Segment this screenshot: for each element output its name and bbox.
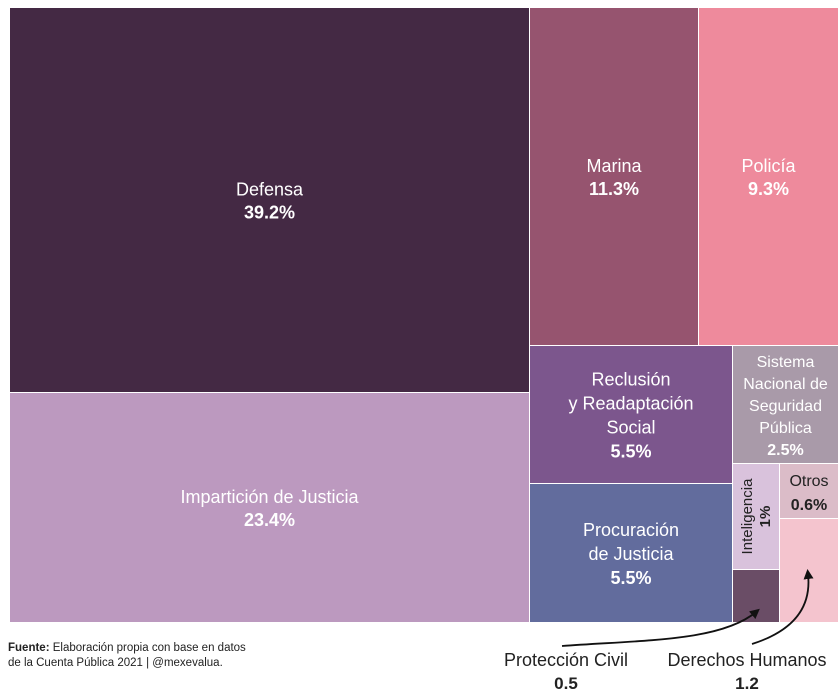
treemap-cell-sistema-nacional-de-seguridad-publica xyxy=(733,346,838,463)
cell-value-imparticion-de-justicia: 23.4% xyxy=(244,510,295,530)
callout-arrow-proteccion-civil xyxy=(561,608,760,647)
cell-label-group-inteligencia: Inteligencia 1% xyxy=(739,478,774,555)
cell-value-inteligencia: 1% xyxy=(757,506,774,528)
source-line-2: de la Cuenta Pública 2021 | @mexevalua. xyxy=(8,657,223,669)
treemap-cell-defensa xyxy=(10,8,529,392)
cell-label-sistema-nacional-de-seguridad-publica-line-4: Pública xyxy=(759,420,812,437)
cell-label-defensa: Defensa xyxy=(236,179,304,199)
cell-label-sistema-nacional-de-seguridad-publica-line-2: Nacional de xyxy=(743,376,828,393)
treemap-cell-proteccion-civil xyxy=(733,570,779,622)
cell-label-procuracion-de-justicia-line-2: de Justicia xyxy=(588,544,674,564)
cell-label-reclusion-y-readaptacion-social-line-3: Social xyxy=(606,418,655,438)
treemap-cell-inteligencia xyxy=(733,464,779,569)
callout-label-derechos-humanos: Derechos Humanos xyxy=(667,650,826,670)
cell-value-sistema-nacional-de-seguridad-publica: 2.5% xyxy=(767,442,803,459)
cell-label-inteligencia: Inteligencia xyxy=(739,478,756,555)
callout-value-proteccion-civil: 0.5 xyxy=(554,674,578,691)
source-note: Fuente: Elaboración propia con base en d… xyxy=(8,641,246,671)
treemap-cell-procuracion-de-justicia xyxy=(530,484,732,622)
treemap-cell-reclusion-y-readaptacion-social xyxy=(530,346,732,483)
treemap-cell-otros xyxy=(780,464,838,518)
cell-label-sistema-nacional-de-seguridad-publica-line-1: Sistema xyxy=(757,354,815,371)
cell-label-policia: Policía xyxy=(741,156,796,176)
treemap-cell-marina xyxy=(530,8,698,345)
treemap-cell-policia xyxy=(699,8,838,345)
cell-label-procuracion-de-justicia-line-1: Procuración xyxy=(583,520,679,540)
cell-label-reclusion-y-readaptacion-social-line-2: y Readaptación xyxy=(568,394,693,414)
source-prefix: Fuente: xyxy=(8,642,50,654)
cell-value-procuracion-de-justicia: 5.5% xyxy=(610,568,651,588)
treemap-cell-derechos-humanos xyxy=(780,519,838,622)
cell-label-marina: Marina xyxy=(586,156,642,176)
cell-label-sistema-nacional-de-seguridad-publica-line-3: Seguridad xyxy=(749,398,822,415)
cell-value-policia: 9.3% xyxy=(748,179,789,199)
callout-label-proteccion-civil: Protección Civil xyxy=(504,650,628,670)
source-line-1: Elaboración propia con base en datos xyxy=(49,642,246,654)
cell-label-reclusion-y-readaptacion-social-line-1: Reclusión xyxy=(591,370,670,390)
callout-value-derechos-humanos: 1.2 xyxy=(735,674,759,691)
callout-arrow-derechos-humanos xyxy=(751,569,814,645)
cell-value-marina: 11.3% xyxy=(589,179,639,199)
cell-value-defensa: 39.2% xyxy=(244,202,295,222)
cell-label-imparticion-de-justicia: Impartición de Justicia xyxy=(180,487,359,507)
treemap-cell-imparticion-de-justicia xyxy=(10,393,529,622)
cell-value-otros: 0.6% xyxy=(791,497,827,514)
cell-label-otros: Otros xyxy=(789,473,828,490)
cell-value-reclusion-y-readaptacion-social: 5.5% xyxy=(610,442,651,462)
